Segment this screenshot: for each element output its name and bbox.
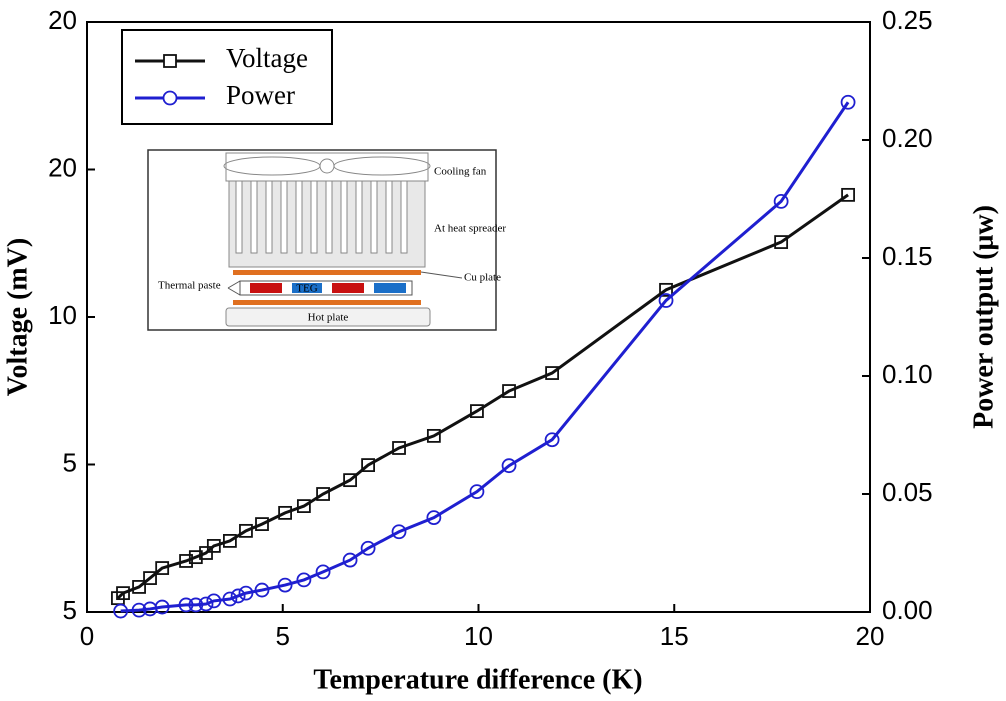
y2-tick-label: 0.10: [882, 359, 933, 389]
y-tick-label: 10: [48, 300, 77, 330]
y-tick-label: 20: [48, 152, 77, 182]
series-line: [120, 101, 850, 613]
marker: [222, 534, 237, 548]
x-tick-label: 5: [276, 621, 290, 651]
marker: [469, 484, 485, 500]
marker: [222, 591, 238, 607]
y-tick-label: 5: [63, 595, 77, 625]
inset-label: Thermal paste: [158, 280, 221, 292]
marker: [278, 505, 292, 520]
marker: [544, 432, 560, 448]
x-axis-title: Temperature difference (K): [313, 664, 642, 695]
legend-marker: [162, 90, 178, 106]
marker: [391, 524, 407, 540]
inset-label: Cu plate: [464, 272, 501, 284]
inset-label: Cooling fan: [434, 166, 487, 178]
marker: [178, 597, 194, 613]
inset-label: TEG: [296, 283, 317, 295]
y2-tick-label: 0.25: [882, 5, 933, 35]
marker: [254, 582, 270, 598]
marker: [111, 591, 125, 606]
marker: [392, 441, 406, 455]
marker: [360, 540, 376, 556]
marker: [238, 585, 254, 601]
marker: [501, 458, 517, 474]
marker: [116, 586, 130, 601]
x-tick-label: 10: [464, 621, 493, 651]
marker: [343, 473, 357, 488]
marker: [188, 597, 204, 613]
marker: [206, 593, 222, 609]
marker: [659, 282, 673, 297]
marker: [426, 510, 442, 525]
legend-label: Voltage: [226, 43, 308, 73]
series-line: [116, 193, 849, 600]
marker: [841, 187, 855, 202]
marker: [774, 235, 789, 249]
marker: [132, 580, 146, 594]
marker: [277, 577, 293, 593]
marker: [840, 94, 856, 110]
marker: [155, 561, 170, 575]
marker: [342, 552, 358, 568]
x-tick-label: 15: [660, 621, 689, 651]
marker: [296, 572, 312, 588]
inset-diagram: Cooling fan At heat spreader Cu plate Th…: [147, 149, 506, 331]
y2-tick-label: 0.05: [882, 477, 933, 507]
marker: [658, 293, 674, 308]
marker: [426, 428, 441, 443]
marker: [239, 523, 253, 538]
inset-label: Hot plate: [308, 312, 349, 324]
legend-label: Power: [226, 80, 295, 110]
marker: [131, 602, 147, 618]
x-tick-label: 0: [80, 621, 94, 651]
y2-axis-title: Power output (μw): [968, 205, 999, 429]
marker: [230, 588, 246, 604]
marker: [315, 564, 331, 580]
y-axis-title: Voltage (mV): [2, 238, 33, 396]
x-tick-label: 20: [856, 621, 885, 651]
y2-tick-label: 0.20: [882, 123, 933, 153]
legend-box: [121, 29, 333, 125]
marker: [113, 603, 129, 619]
legend-marker: [163, 54, 177, 68]
marker: [198, 596, 214, 612]
marker: [773, 193, 789, 209]
marker: [361, 458, 375, 472]
marker: [179, 554, 193, 568]
marker: [545, 366, 560, 380]
y-tick-label: 5: [63, 447, 77, 477]
marker: [199, 546, 213, 560]
marker: [502, 384, 516, 398]
inset-label: At heat spreader: [434, 223, 506, 235]
marker: [188, 550, 203, 565]
marker: [154, 599, 170, 615]
marker: [316, 487, 330, 501]
marker: [143, 571, 157, 585]
y2-tick-label: 0.15: [882, 241, 933, 271]
marker: [206, 539, 221, 553]
y2-tick-label: 0.00: [882, 595, 933, 625]
y-tick-label: 20: [48, 5, 77, 35]
marker: [470, 404, 484, 419]
marker: [255, 517, 269, 531]
marker: [296, 499, 311, 513]
